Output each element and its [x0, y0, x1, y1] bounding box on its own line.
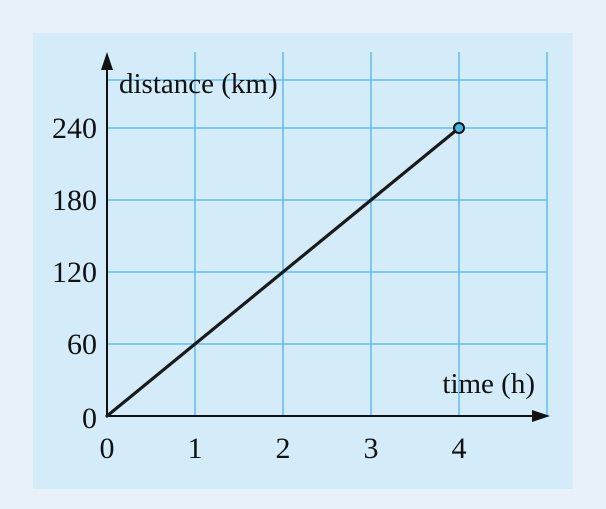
x-tick-label: 0	[100, 432, 115, 465]
y-tick-label: 60	[67, 328, 97, 361]
x-tick-label: 1	[188, 432, 203, 465]
x-axis-label: time (h)	[442, 368, 535, 400]
y-axis-label: distance (km)	[119, 68, 278, 100]
y-tick-label: 180	[52, 184, 97, 217]
data-series	[105, 122, 465, 418]
x-tick-label: 2	[276, 432, 291, 465]
endpoint-marker	[453, 122, 465, 134]
chart-panel	[33, 33, 573, 489]
gridlines	[107, 52, 548, 416]
x-tick-label: 3	[364, 432, 379, 465]
y-tick-label: 240	[52, 112, 97, 145]
x-axis-arrow	[532, 410, 550, 422]
series-line	[105, 126, 461, 418]
tick-labels: 0 1 2 3 4 0 60 120 180 240	[52, 112, 467, 465]
y-axis-arrow	[101, 52, 113, 70]
x-tick-label: 4	[452, 432, 467, 465]
y-tick-label: 0	[82, 402, 97, 435]
y-tick-label: 120	[52, 256, 97, 289]
axes	[101, 52, 550, 422]
